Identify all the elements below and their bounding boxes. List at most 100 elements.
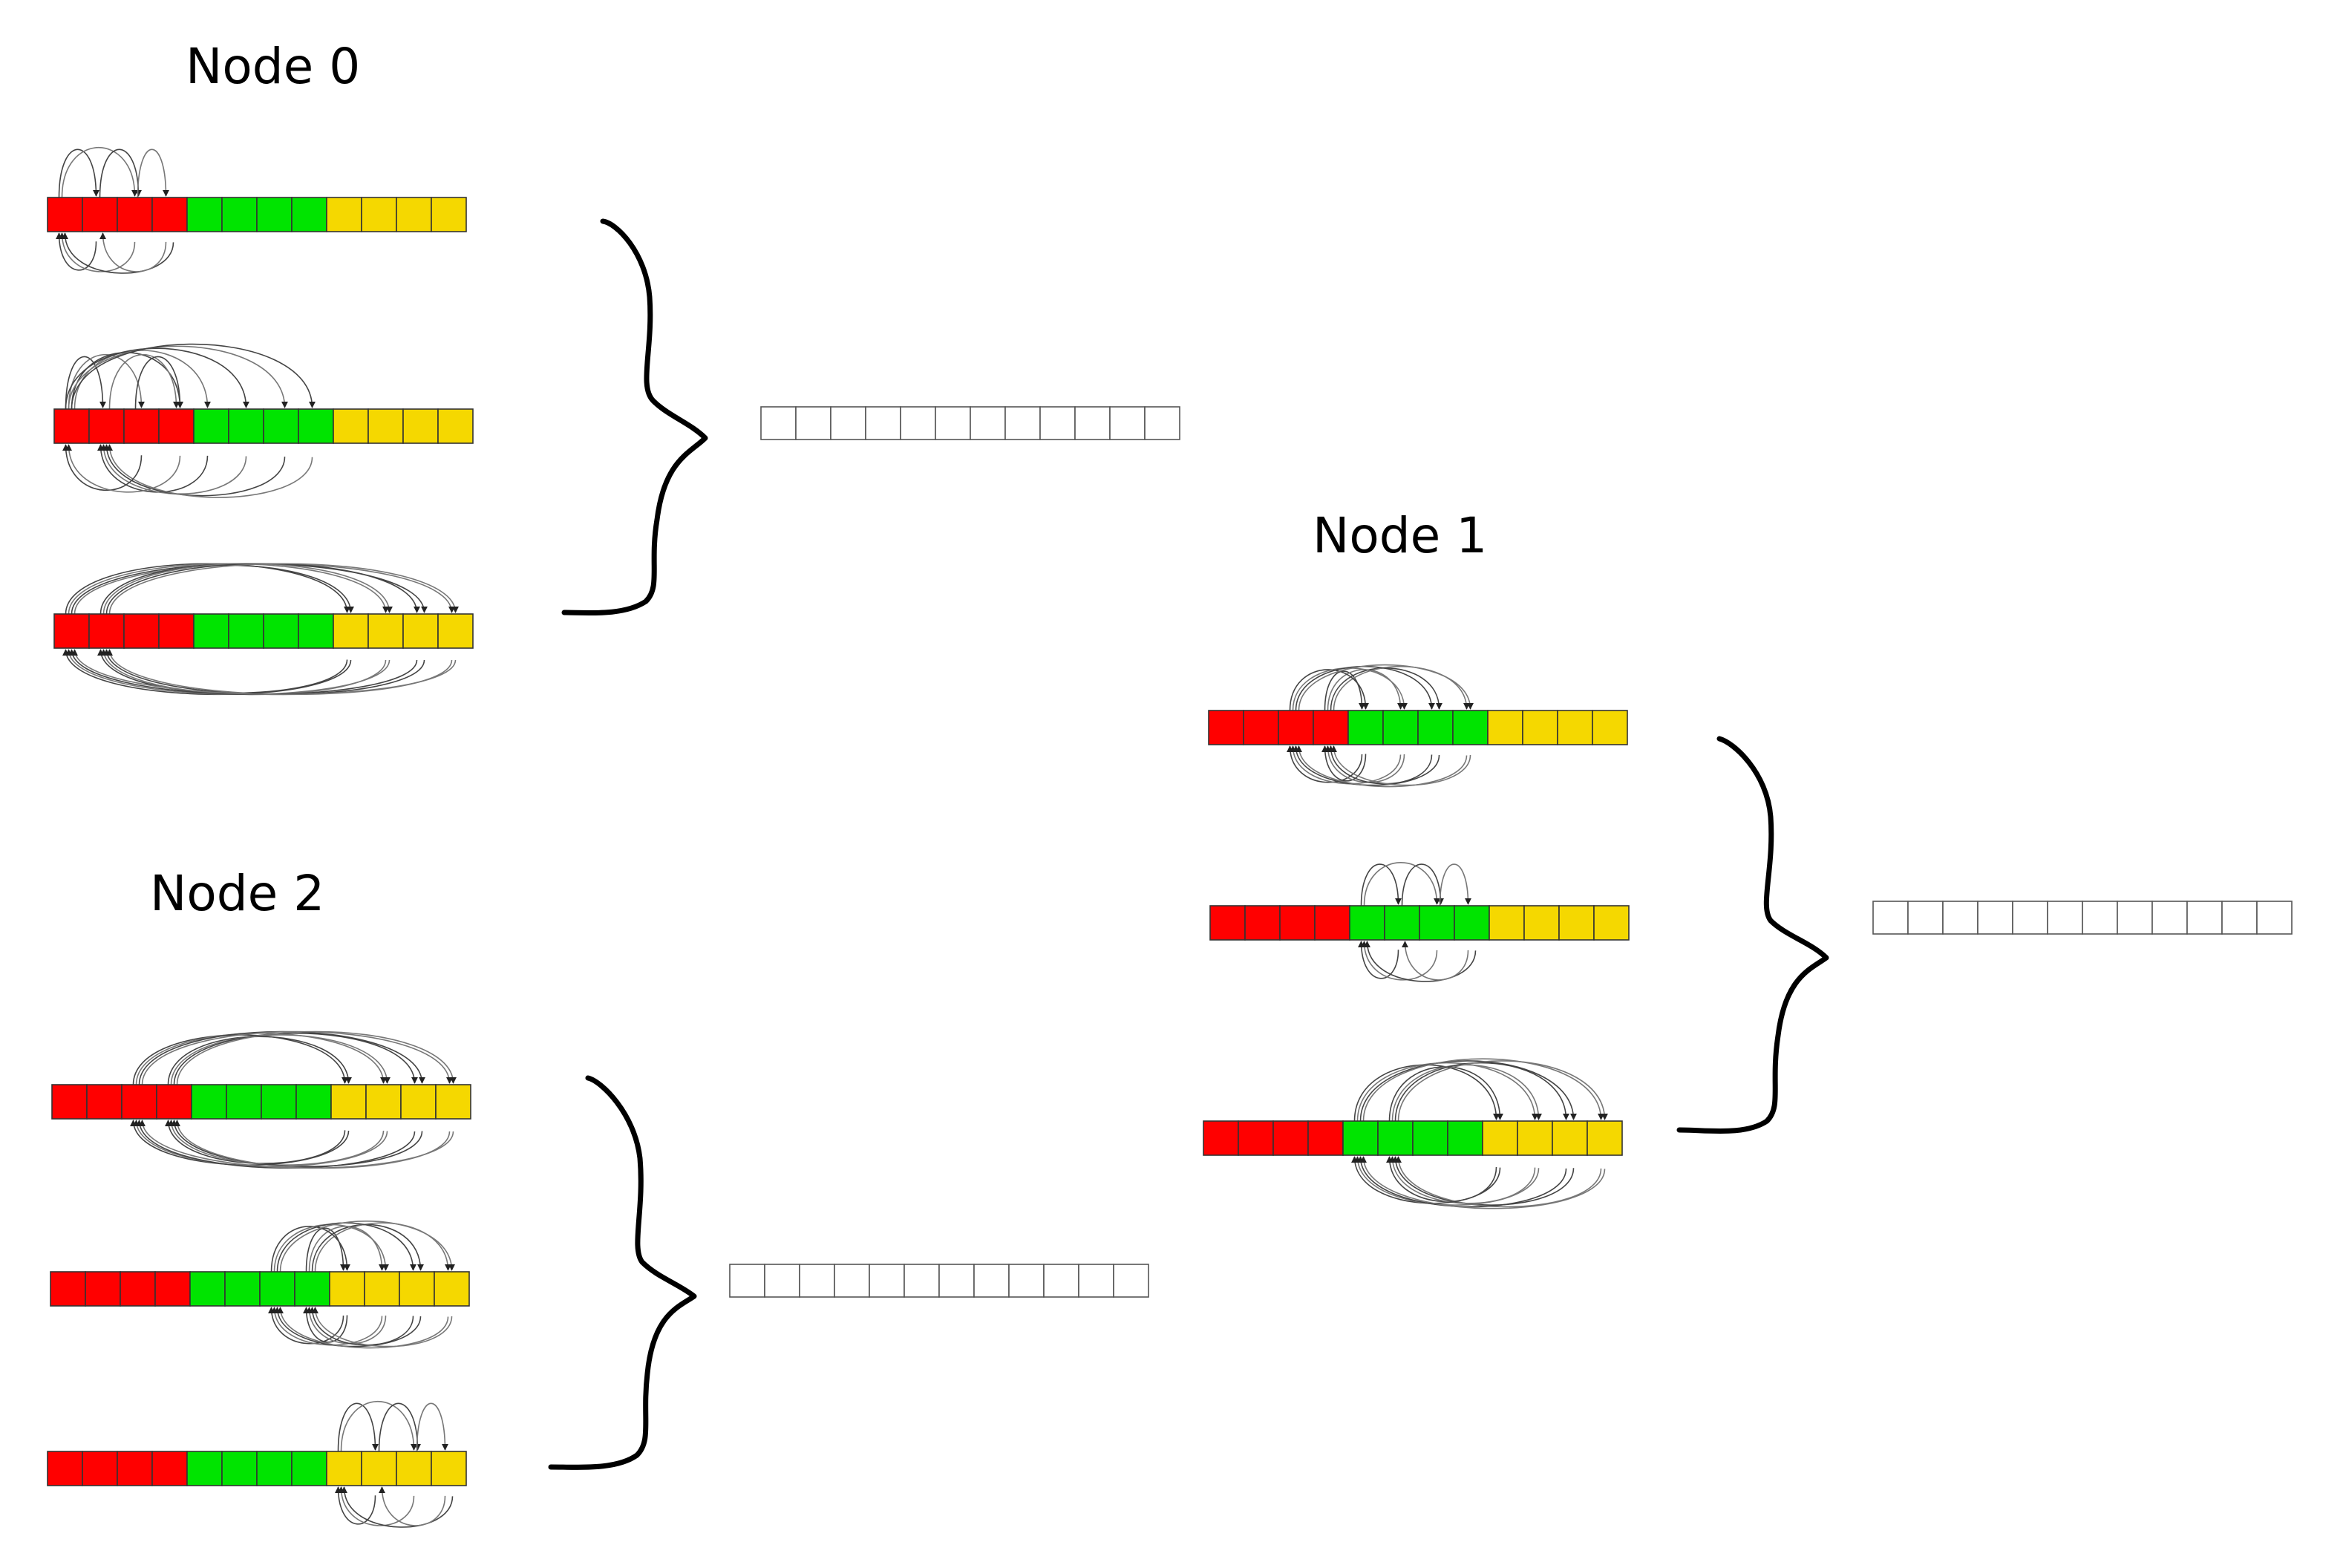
red-cell: [85, 1271, 121, 1307]
yellow-cell: [435, 1084, 471, 1120]
bottom-arc: [379, 1486, 446, 1526]
yellow-cell: [361, 1451, 397, 1486]
green-cell: [221, 1451, 258, 1486]
node-1-result-bar: [1872, 901, 2293, 935]
bottom-arc: [277, 1307, 449, 1349]
yellow-cell: [431, 197, 467, 232]
top-arc: [65, 347, 249, 410]
top-arc: [378, 1402, 421, 1452]
bottom-arc: [1358, 941, 1399, 979]
yellow-cell: [1552, 1120, 1588, 1156]
yellow-cell: [1489, 905, 1525, 941]
node-0-bar-1: [47, 147, 467, 274]
empty-cell: [1043, 1264, 1079, 1298]
top-arc: [99, 564, 354, 615]
bottom-arc: [97, 444, 209, 493]
empty-cell: [2047, 901, 2083, 935]
empty-cell: [830, 406, 866, 440]
bottom-arc: [1354, 1156, 1540, 1206]
red-cell: [1209, 905, 1246, 941]
green-cell: [221, 197, 258, 232]
red-cell: [53, 613, 90, 649]
top-arc: [135, 1033, 387, 1085]
empty-cell: [1074, 406, 1111, 440]
red-cell: [1238, 1120, 1274, 1156]
bottom-arc: [168, 1120, 385, 1166]
yellow-cell: [1517, 1120, 1553, 1156]
red-cell: [82, 197, 118, 232]
empty-cell: [2221, 901, 2258, 935]
node-2-bar-3: [47, 1401, 467, 1528]
top-arc: [176, 1030, 457, 1085]
red-cell: [120, 1271, 156, 1307]
top-arc: [279, 1221, 455, 1273]
red-cell: [47, 1451, 83, 1486]
yellow-cell: [1522, 710, 1558, 745]
empty-cell: [1113, 1264, 1149, 1298]
node-0-result-bar: [760, 406, 1180, 440]
red-cell: [151, 197, 188, 232]
red-cell: [1244, 905, 1281, 941]
empty-cell: [2186, 901, 2223, 935]
red-cell: [154, 1271, 191, 1307]
node-0-title: Node 0: [186, 38, 360, 95]
top-arc: [1327, 669, 1404, 711]
top-arc: [71, 343, 316, 410]
top-arc: [340, 1401, 417, 1452]
yellow-cell: [1587, 1120, 1623, 1156]
bottom-arc: [309, 1307, 414, 1346]
node-2-group: Node 2: [47, 865, 1149, 1528]
empty-cell: [764, 1264, 800, 1298]
top-arc: [167, 1036, 352, 1085]
bottom-arc: [303, 1307, 348, 1343]
green-cell: [1384, 905, 1420, 941]
top-arc: [1360, 863, 1402, 906]
empty-cell: [1144, 406, 1180, 440]
bottom-arc: [1321, 745, 1367, 782]
top-arc: [305, 1227, 347, 1273]
empty-cell: [970, 406, 1006, 440]
red-cell: [53, 408, 90, 444]
top-arc: [132, 1034, 348, 1085]
green-cell: [261, 1084, 297, 1120]
red-cell: [121, 1084, 157, 1120]
red-cell: [50, 1271, 86, 1307]
bottom-arc: [1324, 745, 1405, 783]
empty-cell: [1942, 901, 1979, 935]
empty-cell: [938, 1264, 975, 1298]
bottom-arc: [106, 444, 313, 498]
node-1-title: Node 1: [1313, 507, 1487, 564]
green-cell: [291, 197, 327, 232]
red-cell: [1208, 710, 1244, 745]
top-arc: [58, 148, 99, 198]
bottom-arc: [1287, 745, 1363, 783]
green-cell: [186, 1451, 223, 1486]
empty-cell: [2082, 901, 2118, 935]
green-cell: [1417, 710, 1454, 745]
yellow-cell: [431, 1451, 467, 1486]
empty-cell: [865, 406, 901, 440]
bottom-arc: [312, 1307, 453, 1348]
red-cell: [47, 197, 83, 232]
top-arc: [108, 354, 180, 410]
green-cell: [186, 197, 223, 232]
yellow-cell: [1523, 905, 1560, 941]
bottom-arc: [171, 1120, 423, 1167]
bottom-arc: [1389, 1156, 1536, 1204]
top-arc: [1289, 669, 1369, 711]
red-cell: [88, 613, 125, 649]
top-arc: [1356, 1062, 1538, 1122]
yellow-cell: [329, 1271, 365, 1307]
yellow-cell: [437, 408, 474, 444]
top-arc: [273, 1224, 389, 1273]
yellow-cell: [1557, 710, 1593, 745]
empty-cell: [1907, 901, 1944, 935]
top-arc: [1298, 664, 1474, 711]
bottom-arc: [1402, 941, 1469, 981]
top-arc: [173, 1033, 418, 1085]
green-cell: [291, 1451, 327, 1486]
bottom-arc: [1360, 1156, 1606, 1209]
empty-cell: [2117, 901, 2153, 935]
red-cell: [1314, 905, 1350, 941]
red-cell: [1278, 710, 1314, 745]
